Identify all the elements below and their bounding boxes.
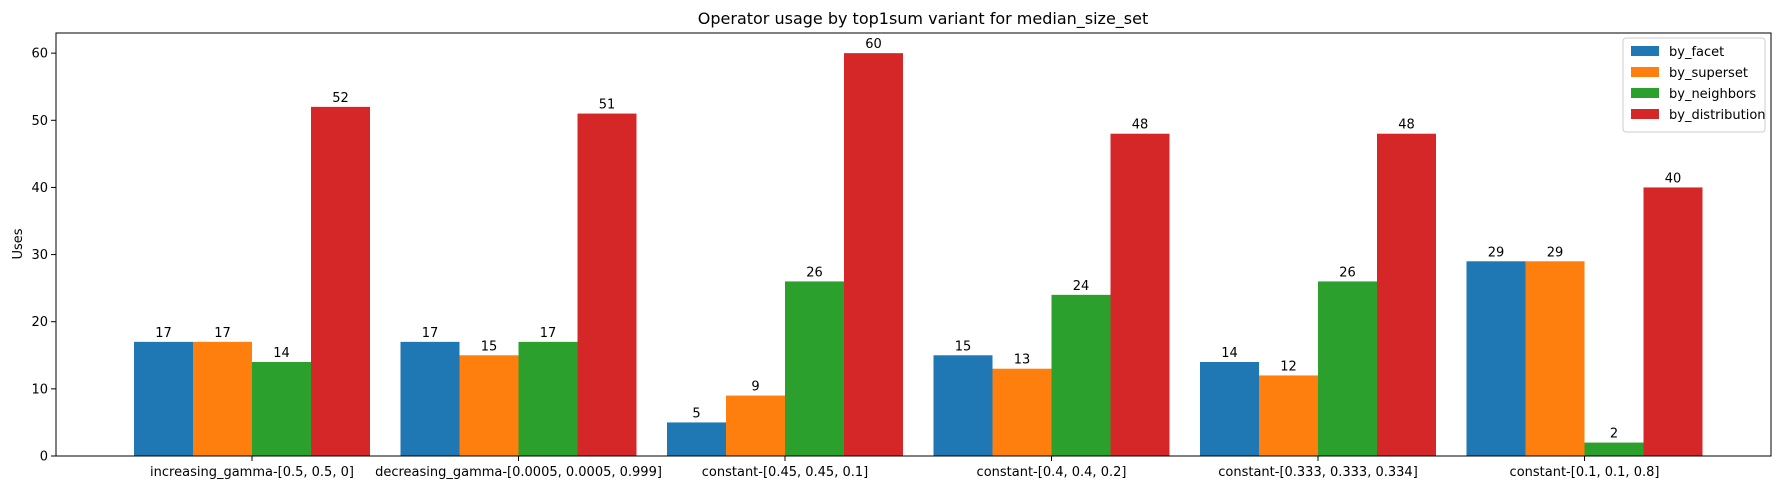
bar-by_distribution (1110, 133, 1170, 456)
legend-box (1622, 37, 1766, 133)
data-label: 2 (1610, 427, 1618, 442)
bar-by_facet (933, 355, 993, 456)
data-label: 26 (806, 265, 823, 280)
y-axis-label: Uses (11, 228, 26, 259)
data-label: 60 (865, 37, 882, 52)
bar-by_superset (459, 355, 519, 456)
bar-by_facet (1200, 362, 1259, 456)
legend-swatch-by_distribution (1631, 109, 1659, 119)
x-tick-label: increasing_gamma-[0.5, 0.5, 0] (150, 465, 354, 480)
data-label: 29 (1488, 245, 1505, 260)
bar-by_superset (1259, 375, 1318, 456)
data-label: 17 (422, 326, 439, 341)
legend-label: by_distribution (1669, 108, 1766, 123)
bar-by_neighbors (1584, 442, 1644, 456)
bar-by_distribution (1643, 187, 1703, 456)
data-label: 14 (273, 346, 290, 361)
bar-by_distribution (844, 53, 903, 456)
data-label: 17 (214, 326, 231, 341)
bar-by_distribution (577, 113, 637, 456)
bar-by_facet (667, 422, 726, 456)
bar-by_neighbors (785, 281, 844, 456)
data-label: 12 (1280, 359, 1297, 374)
legend-swatch-by_neighbors (1631, 88, 1659, 98)
y-tick-label: 40 (31, 181, 48, 196)
bar-by_neighbors (1051, 294, 1111, 456)
legend-swatch-by_facet (1631, 46, 1659, 56)
data-label: 48 (1132, 118, 1149, 133)
data-label: 14 (1221, 346, 1238, 361)
legend-label: by_facet (1669, 45, 1724, 60)
data-label: 13 (1014, 353, 1031, 368)
legend-label: by_superset (1669, 66, 1748, 81)
data-label: 9 (751, 380, 759, 395)
y-tick-label: 20 (31, 315, 48, 330)
bar-by_superset (193, 341, 252, 456)
y-tick-label: 30 (31, 248, 48, 263)
data-label: 48 (1398, 118, 1415, 133)
y-tick-label: 10 (31, 382, 48, 397)
x-tick-label: decreasing_gamma-[0.0005, 0.0005, 0.999] (375, 465, 662, 480)
bar-by_distribution (1377, 133, 1436, 456)
y-tick-label: 0 (40, 450, 48, 465)
legend: by_facet by_superset by_neighbors by_distri… (1622, 37, 1766, 133)
bar-by_distribution (311, 106, 370, 457)
bar-by_superset (726, 395, 785, 456)
data-label: 40 (1665, 171, 1682, 186)
chart-title: Operator usage by top1sum variant for me… (698, 9, 1148, 29)
legend-label: by_neighbors (1669, 87, 1756, 102)
data-label: 29 (1547, 245, 1564, 260)
bar-by_facet (1466, 261, 1526, 456)
data-label: 5 (692, 406, 700, 421)
data-label: 15 (955, 339, 972, 354)
x-tick-label: constant-[0.1, 0.1, 0.8] (1510, 465, 1660, 480)
data-label: 52 (332, 91, 349, 106)
data-label: 24 (1073, 279, 1090, 294)
data-label: 17 (155, 326, 172, 341)
bar-by_facet (134, 341, 193, 456)
bar-by_superset (992, 368, 1052, 456)
y-tick-label: 60 (31, 47, 48, 62)
data-label: 26 (1339, 265, 1356, 280)
bar-by_neighbors (1318, 281, 1377, 456)
x-tick-label: constant-[0.4, 0.4, 0.2] (977, 465, 1127, 480)
bar-by_neighbors (518, 341, 578, 456)
x-tick-label: constant-[0.45, 0.45, 0.1] (702, 465, 868, 480)
bar-by_superset (1525, 261, 1585, 456)
x-tick-label: constant-[0.333, 0.333, 0.334] (1218, 465, 1418, 480)
plot-frame (55, 32, 1772, 457)
legend-swatch-by_superset (1631, 67, 1659, 77)
data-label: 15 (481, 339, 498, 354)
bar-by_facet (400, 341, 460, 456)
y-tick-label: 50 (31, 114, 48, 129)
bar-by_neighbors (252, 362, 311, 456)
data-label: 51 (599, 98, 616, 113)
data-label: 17 (540, 326, 557, 341)
